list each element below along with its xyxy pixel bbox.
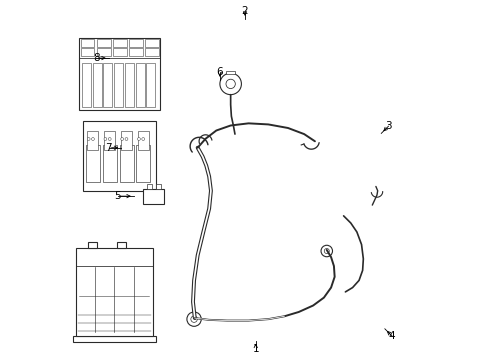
Circle shape [226, 79, 235, 89]
Bar [113, 48, 126, 56]
Bar [113, 39, 126, 46]
Bar [136, 63, 145, 107]
Circle shape [142, 138, 145, 140]
Circle shape [191, 316, 197, 322]
Bar [97, 48, 111, 56]
Bar [136, 145, 150, 182]
Circle shape [108, 138, 111, 140]
Bar [146, 48, 159, 56]
Bar [81, 39, 95, 46]
Bar [104, 131, 115, 150]
Bar [87, 131, 98, 150]
Bar [93, 63, 101, 107]
Bar [82, 63, 91, 107]
Bar [117, 242, 126, 248]
Bar [103, 63, 112, 107]
Bar [147, 63, 155, 107]
Text: 6: 6 [217, 67, 223, 77]
Text: 2: 2 [242, 6, 248, 17]
Circle shape [324, 248, 329, 253]
Bar [129, 39, 143, 46]
Bar [73, 336, 156, 342]
Bar [88, 242, 97, 248]
Bar [129, 48, 143, 56]
Bar [97, 39, 111, 46]
Bar [138, 131, 148, 150]
Bar [103, 145, 117, 182]
Bar [143, 189, 164, 204]
Circle shape [104, 138, 107, 140]
Circle shape [187, 312, 201, 326]
Bar [120, 145, 134, 182]
Bar [156, 184, 161, 189]
Circle shape [321, 245, 333, 257]
Bar [147, 184, 152, 189]
Bar [86, 145, 100, 182]
Circle shape [92, 138, 95, 140]
Circle shape [138, 138, 140, 140]
Text: 1: 1 [252, 343, 259, 354]
Bar [76, 248, 153, 336]
Bar [83, 121, 156, 191]
Text: 7: 7 [105, 143, 112, 153]
Text: 8: 8 [93, 53, 99, 63]
Bar [125, 63, 134, 107]
Bar [114, 63, 123, 107]
Bar [121, 131, 132, 150]
Circle shape [220, 73, 242, 95]
Bar [81, 48, 95, 56]
Text: 5: 5 [114, 191, 121, 201]
Bar [226, 71, 235, 74]
Bar [146, 39, 159, 46]
Circle shape [87, 138, 90, 140]
Circle shape [125, 138, 128, 140]
Bar [79, 39, 160, 110]
Text: 3: 3 [385, 121, 392, 131]
Circle shape [121, 138, 123, 140]
Text: 4: 4 [389, 331, 395, 341]
